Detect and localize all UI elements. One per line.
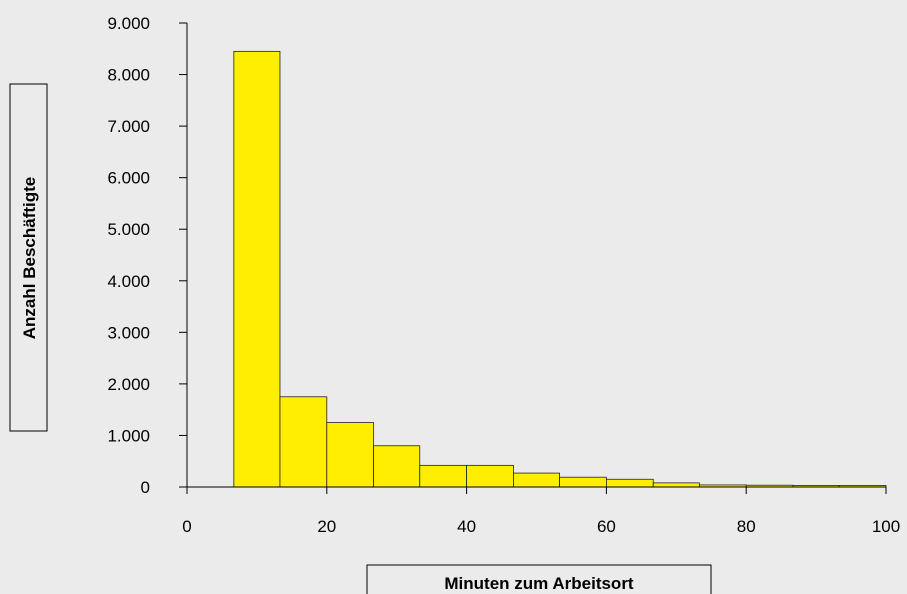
x-tick-label-4: 80 <box>737 517 756 536</box>
histogram-bar-10 <box>652 482 700 488</box>
y-tick-label-4: 4.000 <box>107 272 150 291</box>
y-tick-label-7: 7.000 <box>107 117 150 136</box>
y-axis: 0 1.000 2.000 3.000 4.000 5.000 6.000 7.000 8.00… <box>107 14 188 497</box>
y-tick-label-6: 6.000 <box>107 169 150 188</box>
y-tick-label-0: 0 <box>141 478 150 497</box>
x-tick-label-2: 40 <box>457 517 476 536</box>
y-tick-label-5: 5.000 <box>107 220 150 239</box>
histogram-bar-8 <box>559 476 607 488</box>
bars-group <box>233 50 887 488</box>
y-tick-label-8: 8.000 <box>107 66 150 85</box>
x-axis-title-box <box>366 564 712 594</box>
y-tick-label-2: 2.000 <box>107 375 150 394</box>
y-axis-title: Anzahl Beschäftigte <box>20 177 39 339</box>
x-tick-label-5: 100 <box>872 517 900 536</box>
histogram-bar-9 <box>606 478 654 488</box>
histogram-bar-5 <box>419 464 467 488</box>
x-tick-label-1: 20 <box>317 517 336 536</box>
histogram-bar-3 <box>326 422 375 488</box>
y-tick-label-3: 3.000 <box>107 323 150 342</box>
y-tick-label-9: 9.000 <box>107 14 150 33</box>
x-tick-label-3: 60 <box>597 517 616 536</box>
histogram-bar-6 <box>466 464 514 488</box>
histogram-bar-7 <box>513 472 560 488</box>
y-tick-label-1: 1.000 <box>107 426 150 445</box>
histogram-bar-4 <box>373 445 421 488</box>
x-tick-label-0: 0 <box>182 517 191 536</box>
x-axis-title: Minuten zum Arbeitsort <box>444 574 634 593</box>
histogram-bar-2 <box>279 396 328 488</box>
y-axis-title-box <box>9 83 48 432</box>
x-axis: 0 20 40 60 80 100 <box>182 486 900 536</box>
histogram-bar-1 <box>233 50 281 488</box>
